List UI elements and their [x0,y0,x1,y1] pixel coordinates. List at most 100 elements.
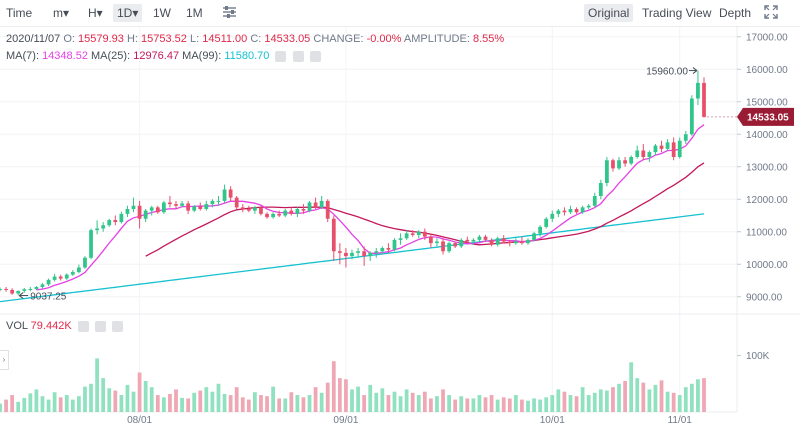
open-label: O: [63,33,75,45]
candle-body [234,197,239,208]
candle-body [240,207,245,209]
volume-bar [125,384,130,412]
volume-bar [307,395,312,412]
volume-bar [107,388,112,412]
candle-body [265,213,269,218]
volume-bar [410,392,415,412]
minute-interval-dropdown[interactable]: m▾ [53,6,70,20]
time-tick-label: 11/01 [668,415,693,425]
volume-bar [161,397,166,412]
candle-body [356,251,360,253]
vol-value: 79.442K [30,320,72,332]
vol-label: VOL [6,320,28,332]
candle-body [228,189,233,198]
volume-bar [246,399,251,412]
price-tick-label: 10000.00 [746,260,788,271]
volume-bar [350,389,354,412]
side-collapse-tab[interactable]: › [0,350,9,370]
volume-bar [34,389,39,412]
day-interval-dropdown[interactable]: 1D▾ [113,4,143,22]
volume-bar [271,386,275,412]
volume-bar [501,397,506,412]
depth-view-button[interactable]: Depth [719,6,752,20]
candle-body [46,279,51,285]
candle-body [155,207,160,213]
candle-body [665,142,670,149]
candle-body [4,288,8,290]
ma99-value: 11580.70 [224,50,270,62]
candle-body [70,272,75,275]
volume-bar [362,395,367,412]
vol-close-icon[interactable] [111,320,123,332]
price-tick-label: 13000.00 [746,162,788,173]
volume-bar [0,403,2,412]
ma-close-icon[interactable] [309,50,321,62]
candle-body [562,210,567,213]
candle-body [544,218,549,227]
price-tick-label: 14000.00 [746,130,788,141]
candle-body [16,290,21,294]
candle-body [107,220,112,226]
candle-body [101,225,106,229]
candle-body [416,231,421,235]
volume-bar [647,389,652,412]
expand-icon[interactable] [764,5,778,23]
ma-legend: MA(7): 14348.52 MA(25): 12976.47 MA(99):… [6,50,321,62]
volume-bar [653,384,658,412]
volume-bar [374,392,379,412]
tradingview-view-button[interactable]: Trading View [642,6,712,20]
ma25-line [145,162,705,257]
time-label: Time [6,6,33,20]
time-tick-label: 08/01 [127,415,152,425]
volume-bar [295,395,300,412]
time-tick-label: 10/01 [540,415,565,425]
volume-bar [629,362,634,412]
volume-bar [677,395,682,412]
volume-bar [598,389,603,412]
candle-body [520,241,524,244]
volume-bar [174,389,178,412]
candle-body [246,209,251,211]
change-label: CHANGE: [313,33,364,45]
candle-body [598,183,603,196]
candle-body [422,231,427,237]
volume-bar [356,386,360,412]
ma-visibility-icon[interactable] [275,50,287,62]
volume-bar [168,393,172,412]
volume-bar [319,392,324,412]
original-view-button[interactable]: Original [584,4,634,22]
candle-body [380,248,385,252]
high-marker-label: 15960.00 [646,67,688,78]
candle-body [131,205,136,209]
volume-bar [240,397,245,412]
last-price-tag [737,107,794,126]
week-interval-button[interactable]: 1W [153,6,171,20]
volume-bar [325,382,330,412]
vol-settings-icon[interactable] [94,320,106,332]
time-tick-label: 09/01 [333,415,358,425]
candle-body [683,134,688,141]
candle-body [301,209,306,211]
candle-body [325,200,330,219]
volume-bar [568,395,573,412]
ma7-value: 14348.52 [42,50,88,62]
candle-body [64,274,69,279]
sliders-icon[interactable] [222,5,237,23]
volume-bar [222,393,227,412]
volume-bar [119,395,124,412]
volume-bar [95,358,99,412]
vol-visibility-icon[interactable] [77,320,89,332]
volume-bar [459,396,464,412]
month-interval-button[interactable]: 1M [186,6,203,20]
volume-bar [283,398,288,412]
hour-interval-dropdown[interactable]: H▾ [88,6,103,20]
candle-body [532,233,536,240]
candle-body [392,239,397,250]
ma-settings-icon[interactable] [292,50,304,62]
volume-bar [192,392,197,412]
volume-bar [441,389,445,412]
candle-body [586,205,591,208]
candle-body [641,150,646,157]
volume-bar [344,379,348,412]
